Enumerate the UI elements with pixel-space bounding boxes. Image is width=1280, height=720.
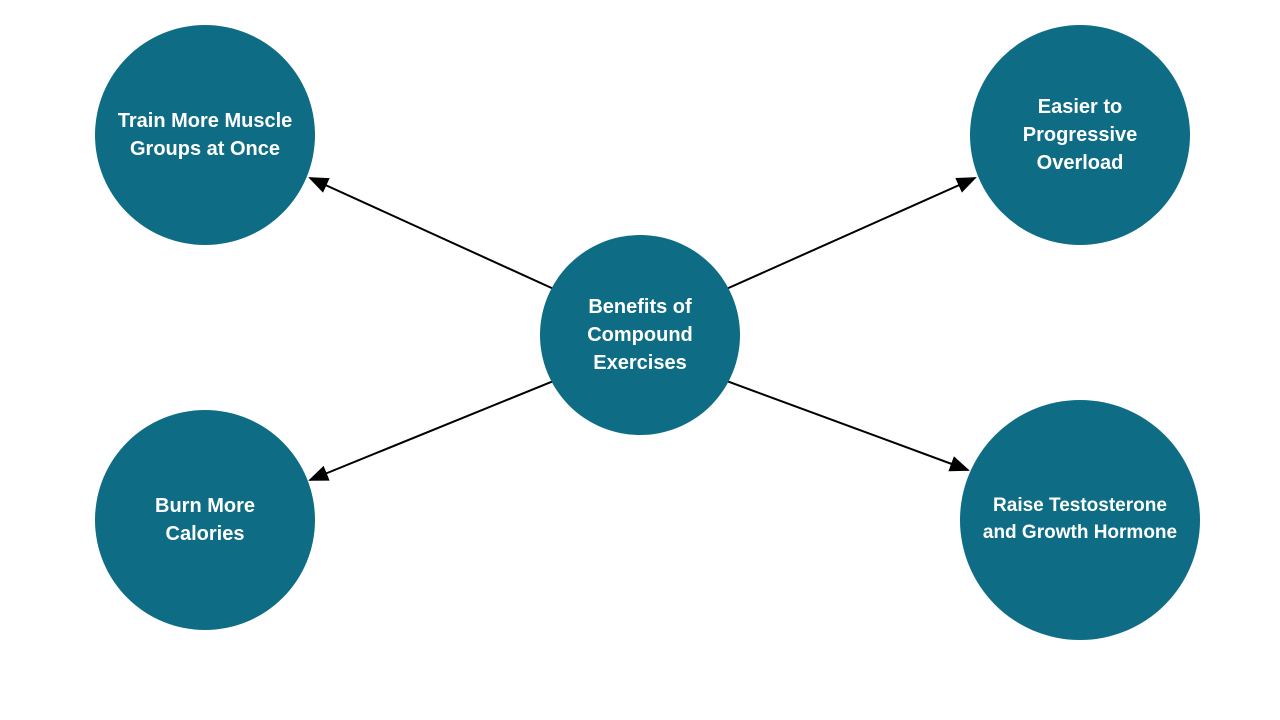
edge-to-top-right: [724, 178, 975, 290]
edge-to-bottom-left: [310, 380, 556, 480]
node-top-left: Train More Muscle Groups at Once: [95, 25, 315, 245]
node-bottom-right-label: Raise Testosterone and Growth Hormone: [980, 493, 1180, 546]
mind-map-diagram: Benefits of Compound Exercises Train Mor…: [0, 0, 1280, 720]
node-bottom-right: Raise Testosterone and Growth Hormone: [960, 400, 1200, 640]
node-center-label: Benefits of Compound Exercises: [560, 293, 720, 377]
node-top-right-label: Easier to Progressive Overload: [990, 93, 1170, 177]
edge-to-bottom-right: [724, 380, 968, 470]
node-top-left-label: Train More Muscle Groups at Once: [115, 107, 295, 163]
node-bottom-left: Burn More Calories: [95, 410, 315, 630]
node-center: Benefits of Compound Exercises: [540, 235, 740, 435]
edge-to-top-left: [310, 178, 556, 290]
node-top-right: Easier to Progressive Overload: [970, 25, 1190, 245]
node-bottom-left-label: Burn More Calories: [115, 492, 295, 548]
